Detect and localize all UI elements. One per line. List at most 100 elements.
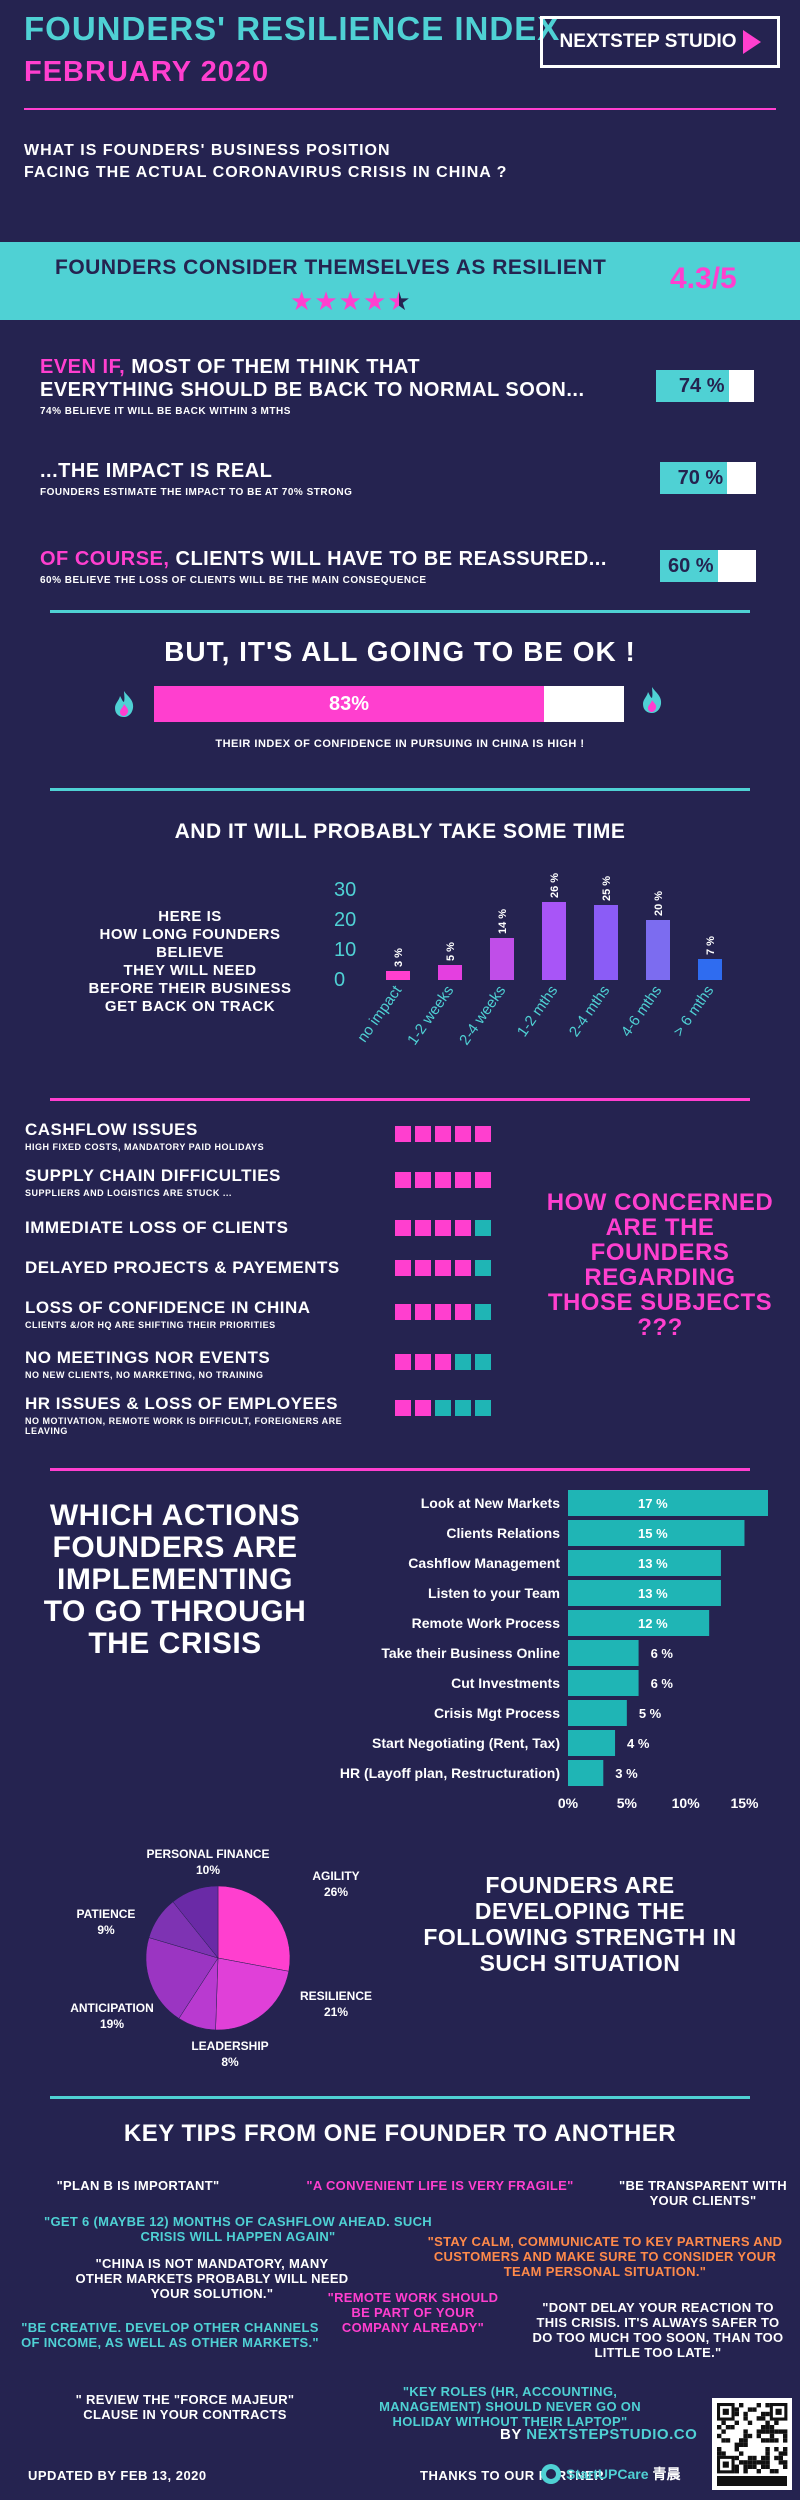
x-tick-label: 1-2 weeks	[404, 983, 457, 1049]
level-square	[475, 1304, 491, 1320]
pie-slice	[217, 1885, 291, 1972]
tip-10: " REVIEW THE "FORCE MAJEUR" CLAUSE IN YO…	[75, 2392, 295, 2422]
statement-2: ...THE IMPACT IS REAL FOUNDERS ESTIMATE …	[40, 460, 352, 498]
flame-icon	[643, 687, 662, 713]
bar	[568, 1730, 616, 1756]
slice-value: 8%	[221, 2055, 239, 2069]
slice-value: 26%	[324, 1885, 348, 1899]
resilience-score: 4.3/5	[670, 262, 737, 295]
page-title: FOUNDERS' RESILIENCE INDEX	[24, 10, 561, 47]
star-icon: ★	[387, 286, 411, 316]
concern-sub: NO NEW CLIENTS, NO MARKETING, NO TRAININ…	[25, 1370, 264, 1380]
level-square	[455, 1172, 471, 1188]
x-tick-label: no impact	[354, 982, 406, 1046]
concern-text: SUPPLY CHAIN DIFFICULTIES SUPPLIERS AND L…	[25, 1166, 385, 1198]
statement-prefix: OF COURSE,	[40, 548, 170, 570]
tip-9: "DONT DELAY YOUR REACTION TO THIS CRISIS…	[532, 2300, 784, 2360]
concern-title: HR ISSUES & LOSS OF EMPLOYEES	[25, 1394, 338, 1413]
concern-title: IMMEDIATE LOSS OF CLIENTS	[25, 1218, 289, 1237]
bar	[568, 1520, 745, 1546]
level-square	[415, 1400, 431, 1416]
partner-logo[interactable]: StartUPCare 青晨	[540, 2460, 680, 2488]
actions-chart: Look at New Markets 17 % Clients Relations…	[340, 1490, 768, 1811]
statement-3-value: 60 %	[668, 554, 714, 577]
statement-head: ...THE IMPACT IS REAL	[40, 460, 273, 482]
level-square	[455, 1400, 471, 1416]
tips-title: KEY TIPS FROM ONE FOUNDER TO ANOTHER	[123, 2120, 677, 2147]
resilience-title: FOUNDERS CONSIDER THEMSELVES AS RESILIEN…	[55, 256, 607, 279]
statement-sub: 74% BELIEVE IT WILL BE BACK WITHIN 3 MTH…	[40, 406, 291, 417]
level-square	[415, 1354, 431, 1370]
bar	[568, 1640, 639, 1666]
level-square	[435, 1304, 451, 1320]
partner-icon	[541, 2464, 561, 2484]
pie-slice	[172, 1885, 219, 1959]
data-label: 7 %	[705, 936, 717, 955]
statement-sub: 60% BELIEVE THE LOSS OF CLIENTS WILL BE …	[40, 575, 427, 586]
credit-link[interactable]: NEXTSTEPSTUDIO.CO	[526, 2426, 698, 2443]
confidence-caption: THEIR INDEX OF CONFIDENCE IN PURSUING IN…	[215, 738, 585, 750]
x-tick-label: 2-4 mths	[566, 983, 613, 1041]
page-date: FEBRUARY 2020	[24, 56, 270, 88]
bar	[386, 971, 410, 980]
confidence-value: 83%	[329, 692, 370, 715]
x-tick-label: 10%	[672, 1795, 701, 1811]
brand-logo[interactable]: NEXTSTEP STUDIO	[540, 16, 780, 68]
bar	[568, 1490, 768, 1516]
credit-prefix: BY	[500, 2426, 527, 2443]
question-line-2: FACING THE ACTUAL CORONAVIRUS CRISIS IN …	[24, 164, 508, 181]
level-square	[395, 1400, 411, 1416]
category-label: Look at New Markets	[421, 1495, 560, 1511]
concern-title: NO MEETINGS NOR EVENTS	[25, 1348, 271, 1367]
slice-value: 21%	[324, 2005, 348, 2019]
bar	[490, 938, 514, 980]
data-label: 13 %	[638, 1556, 668, 1571]
statement-1-value: 74 %	[678, 374, 725, 397]
slice-label: AGILITY	[312, 1869, 359, 1883]
data-label: 3 %	[615, 1766, 638, 1781]
statement-2-bar: 70 %	[660, 462, 756, 494]
statement-1: EVEN IF, MOST OF THEM THINK THAT EVERYTH…	[40, 356, 585, 417]
bar	[568, 1700, 627, 1726]
updated-date: UPDATED BY FEB 13, 2020	[28, 2468, 207, 2483]
time-text-line: THEY WILL NEED	[123, 962, 257, 979]
concern-sub: SUPPLIERS AND LOGISTICS ARE STUCK ...	[25, 1188, 232, 1198]
tip-8: "BE CREATIVE. DEVELOP OTHER CHANNELS OF …	[21, 2320, 319, 2350]
tip-2: "A CONVENIENT LIFE IS VERY FRAGILE"	[306, 2178, 574, 2193]
x-tick-label: 0%	[558, 1795, 579, 1811]
level-square	[455, 1304, 471, 1320]
category-label: Crisis Mgt Process	[434, 1705, 560, 1721]
level-square	[455, 1220, 471, 1236]
slice-value: 10%	[196, 1863, 220, 1877]
statement-head: MOST OF THEM THINK THAT	[125, 356, 421, 378]
x-tick-label: 1-2 mths	[514, 983, 561, 1041]
slice-label: PATIENCE	[77, 1907, 136, 1921]
data-label: 6 %	[651, 1646, 674, 1661]
y-tick-label: 0	[334, 969, 345, 991]
star-icon: ★	[314, 286, 338, 316]
credit: BY NEXTSTEPSTUDIO.CO	[500, 2426, 697, 2443]
pie-slice	[145, 1937, 219, 2019]
category-label: Take their Business Online	[381, 1645, 560, 1661]
section-divider	[50, 1098, 750, 1101]
data-label: 15 %	[638, 1526, 668, 1541]
y-tick-label: 10	[334, 939, 356, 961]
flame-icon	[115, 691, 134, 717]
level-square	[435, 1126, 451, 1142]
concern-text: LOSS OF CONFIDENCE IN CHINA CLIENTS &/OR …	[25, 1298, 385, 1330]
star-icon: ★	[338, 286, 362, 316]
data-label: 17 %	[638, 1496, 668, 1511]
level-square	[415, 1260, 431, 1276]
resilience-band	[0, 242, 800, 320]
time-text-line: HOW LONG FOUNDERS	[99, 926, 281, 943]
time-description: HERE IS HOW LONG FOUNDERS BELIEVE THEY W…	[70, 908, 310, 1016]
actions-title: WHICH ACTIONS FOUNDERS ARE IMPLEMENTING …	[43, 1499, 307, 1660]
concern-title: DELAYED PROJECTS & PAYEMENTS	[25, 1258, 340, 1277]
qr-code-icon[interactable]	[712, 2398, 792, 2490]
section-divider	[50, 610, 750, 613]
bar	[698, 959, 722, 980]
concern-level	[395, 1172, 491, 1188]
data-label: 3 %	[393, 948, 405, 967]
x-tick-label: 5%	[617, 1795, 638, 1811]
level-square	[475, 1220, 491, 1236]
